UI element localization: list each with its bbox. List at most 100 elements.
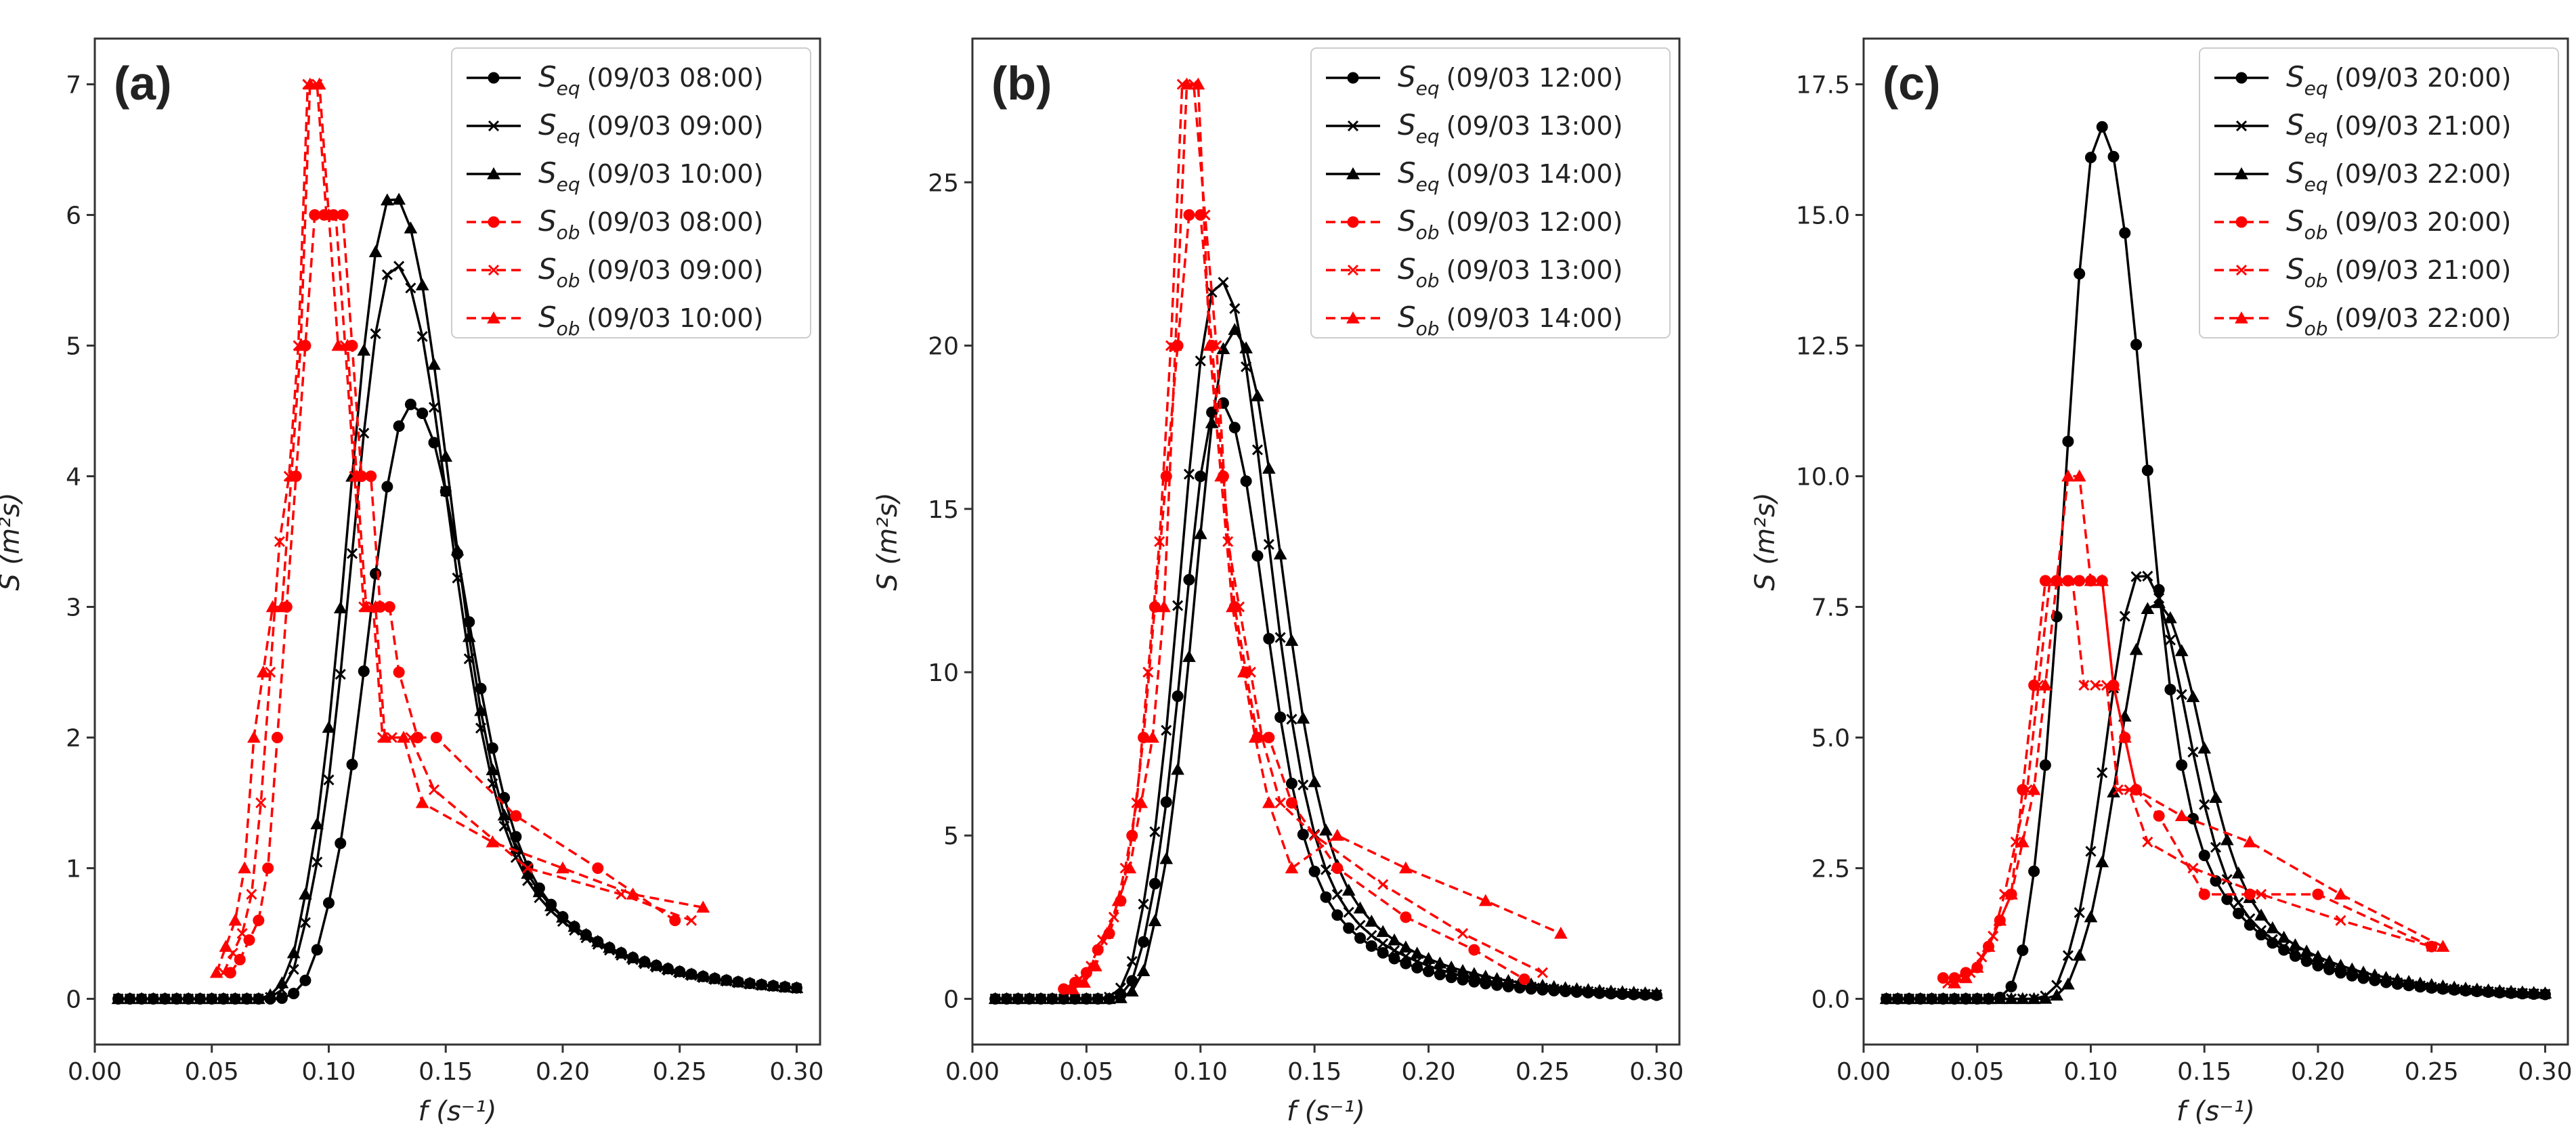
- data-point: [1925, 992, 1939, 1005]
- data-point: [626, 950, 640, 963]
- data-point: [1537, 967, 1549, 978]
- plot-area: [988, 77, 1664, 1005]
- data-point: [299, 917, 311, 928]
- data-point: [358, 427, 370, 439]
- data-point: [1286, 714, 1297, 725]
- series-line: [222, 83, 692, 973]
- data-point: [370, 328, 381, 339]
- data-point: [2027, 783, 2041, 795]
- legend-marker: [488, 72, 500, 84]
- data-point: [2470, 982, 2484, 995]
- y-tick-label: 5.0: [1811, 724, 1850, 752]
- data-point: [2220, 833, 2234, 846]
- data-point: [1377, 946, 1389, 959]
- x-tick-label: 0.10: [1174, 1058, 1228, 1086]
- x-tick-label: 0.15: [1287, 1058, 1341, 1086]
- data-point: [368, 600, 383, 613]
- data-point: [988, 992, 1002, 1005]
- data-point: [170, 992, 184, 1005]
- data-point: [1138, 898, 1149, 910]
- data-point: [2335, 915, 2346, 926]
- y-tick-label: 25: [928, 169, 959, 197]
- data-point: [1936, 992, 1950, 1005]
- data-point: [1183, 209, 1195, 221]
- data-point: [312, 856, 323, 868]
- data-point: [626, 887, 640, 900]
- data-point: [521, 867, 534, 879]
- data-point: [2141, 602, 2155, 615]
- data-point: [1214, 469, 1228, 482]
- data-point: [2004, 887, 2018, 900]
- data-point: [2153, 810, 2165, 822]
- data-point: [299, 887, 312, 900]
- data-point: [2481, 983, 2495, 996]
- data-point: [1193, 527, 1207, 540]
- data-point: [228, 913, 242, 926]
- data-point: [2118, 730, 2132, 743]
- data-point: [1410, 946, 1424, 959]
- legend: Seq (09/03 08:00) Seq (09/03 09:00) Seq (09/0…: [451, 47, 811, 340]
- data-point: [510, 810, 522, 822]
- y-tick-label: 20: [928, 333, 959, 361]
- panel-label: (c): [1883, 57, 1941, 110]
- x-tick-label: 0.30: [2518, 1058, 2572, 1086]
- data-point: [1331, 889, 1343, 900]
- data-point: [1056, 992, 1071, 1005]
- data-point: [322, 208, 336, 221]
- data-point: [430, 731, 442, 743]
- legend-item: Sob (09/03 14:00): [1326, 301, 1623, 340]
- data-point: [2322, 955, 2336, 967]
- series-line: [1072, 83, 1562, 990]
- data-point: [1366, 929, 1377, 941]
- data-point: [2038, 992, 2053, 1004]
- data-point: [790, 981, 804, 994]
- series-ob-5: [1066, 77, 1568, 994]
- data-point: [1172, 690, 1184, 702]
- data-point: [1203, 338, 1217, 351]
- data-point: [2152, 596, 2166, 609]
- data-point: [2334, 887, 2348, 900]
- data-point: [2504, 984, 2518, 997]
- data-point: [2097, 767, 2108, 779]
- data-point: [1400, 911, 1412, 923]
- data-point: [1341, 883, 1356, 896]
- x-tick-label: 0.30: [1629, 1058, 1683, 1086]
- data-point: [2062, 950, 2074, 961]
- data-point: [275, 976, 289, 988]
- data-point: [311, 944, 323, 956]
- data-point: [1149, 826, 1161, 837]
- data-point: [2119, 611, 2130, 622]
- data-point: [1650, 986, 1664, 999]
- data-point: [1138, 936, 1150, 948]
- data-point: [2254, 908, 2268, 921]
- data-point: [209, 965, 223, 978]
- legend-label: Sob (09/03 14:00): [1398, 301, 1623, 340]
- plot-area: [1879, 120, 2552, 1005]
- data-point: [1433, 956, 1447, 969]
- data-point: [323, 774, 335, 786]
- series-line: [995, 401, 1657, 1001]
- data-point: [1993, 913, 2007, 926]
- data-point: [416, 330, 428, 343]
- data-point: [1902, 992, 1916, 1005]
- data-point: [1478, 969, 1493, 982]
- legend-item: Seq (09/03 10:00): [467, 156, 763, 196]
- data-point: [2334, 959, 2348, 971]
- data-point: [731, 975, 745, 988]
- data-point: [1970, 992, 1984, 1005]
- data-point: [404, 221, 418, 234]
- data-point: [2174, 809, 2189, 821]
- series-line: [118, 402, 797, 1001]
- series-ob-5: [209, 77, 710, 978]
- data-point: [1100, 926, 1114, 939]
- legend-box: [2199, 47, 2559, 338]
- data-point: [1319, 823, 1333, 836]
- chart-panel-1: 0.00 0.05 0.10 0.15 0.20 0.25 0.30 0 5 10 15 20 25 f …: [872, 37, 1683, 1127]
- legend-marker: [2235, 311, 2248, 324]
- data-point: [1354, 919, 1366, 931]
- data-point: [579, 927, 593, 940]
- data-point: [288, 988, 300, 1000]
- data-point: [1089, 959, 1102, 971]
- data-point: [1149, 877, 1161, 890]
- data-point: [2345, 962, 2359, 975]
